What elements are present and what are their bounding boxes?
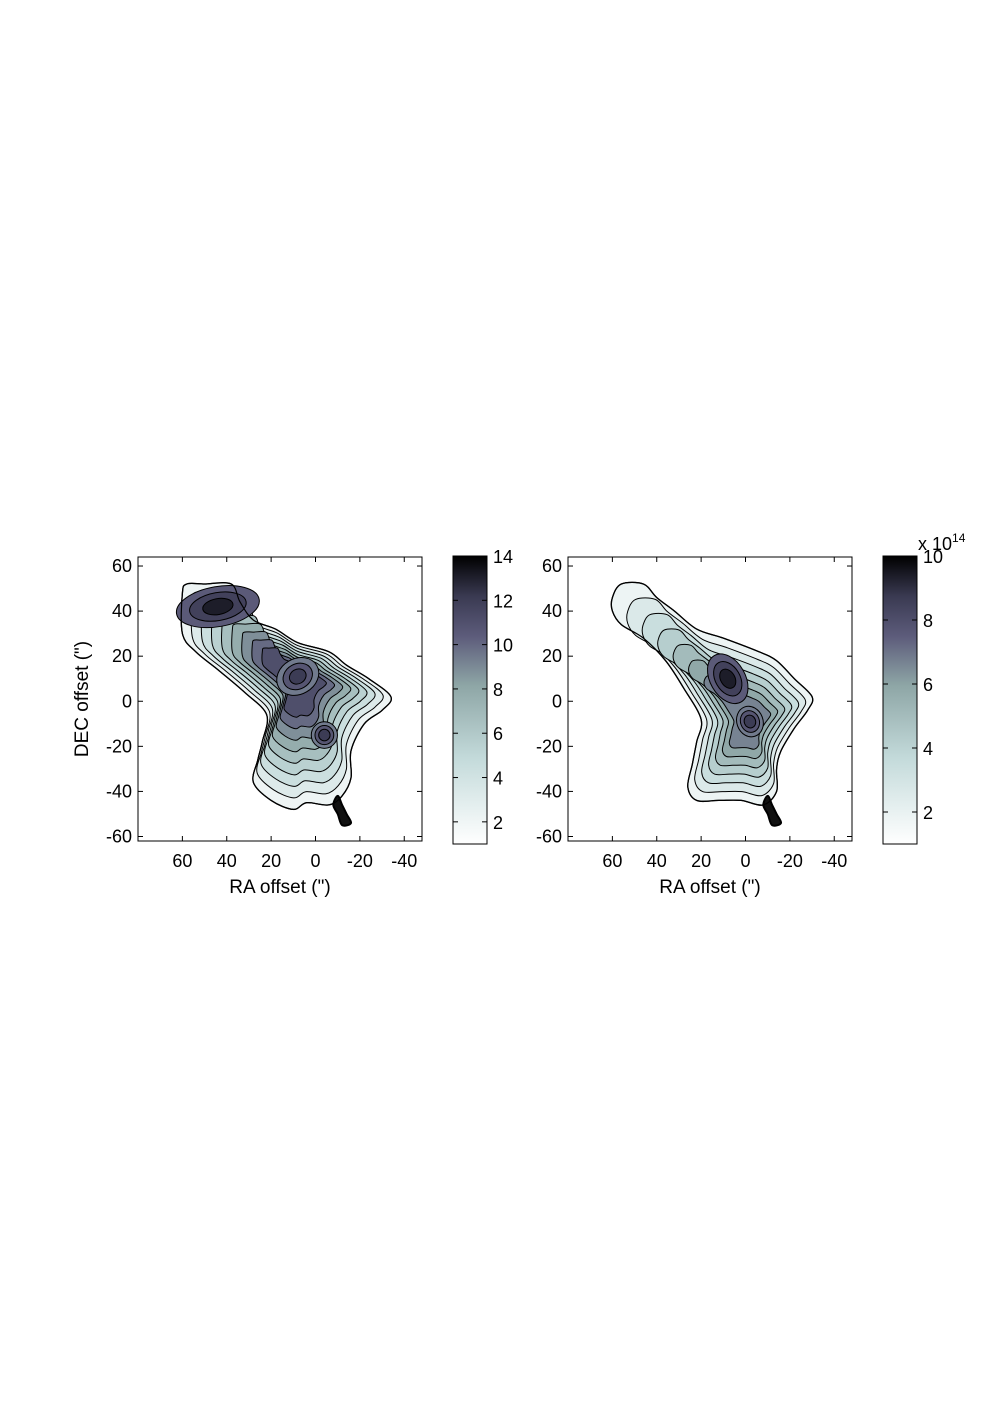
y-tick-label: 60	[542, 556, 562, 576]
x-tick-label: -20	[347, 851, 373, 871]
x-tick-label: -40	[391, 851, 417, 871]
colorbar-tick-label: 12	[493, 591, 513, 611]
x-tick-label: -20	[777, 851, 803, 871]
x-tick-label: 40	[647, 851, 667, 871]
colorbar-tick-label: 6	[923, 675, 933, 695]
outer-boundary	[180, 582, 392, 810]
colorbar-multiplier-exponent: 14	[952, 531, 966, 545]
right-contours	[610, 581, 814, 827]
x-tick-label: 0	[310, 851, 320, 871]
core-contour	[318, 728, 331, 742]
colorbar-tick-label: 10	[493, 636, 513, 656]
core-contour	[202, 597, 234, 616]
right-panel: 60 40 20 0 -20 -40 -60 -40 -20 0 20 40 60 RA offset…	[536, 556, 853, 898]
x-tick-label: 40	[217, 851, 237, 871]
right-x-ticks: 60 40 20 0 -20 -40	[602, 557, 847, 871]
right-colorbar-gradient	[882, 555, 918, 845]
left-colorbar-gradient	[452, 555, 488, 845]
left-x-ticks: 60 40 20 0 -20 -40	[172, 557, 417, 871]
x-tick-label: 60	[172, 851, 192, 871]
y-tick-label: 40	[112, 601, 132, 621]
y-tick-label: 20	[542, 646, 562, 666]
y-tick-label: -20	[106, 736, 132, 756]
y-tick-label: -40	[106, 781, 132, 801]
core-contour	[743, 714, 757, 729]
colorbar-tick-label: 6	[493, 724, 503, 744]
colorbar-tick-label: 2	[493, 813, 503, 833]
left-panel: 60 40 20 0 -20 -40 -60 -40 -20 0 20 40 60 RA offset…	[72, 556, 423, 898]
y-tick-label: 60	[112, 556, 132, 576]
right-y-ticks: -60 -40 -20 0 20 40 60	[536, 556, 852, 846]
x-tick-label: 60	[602, 851, 622, 871]
left-x-axis-label: RA offset (")	[229, 877, 330, 898]
southern-spur	[332, 794, 353, 827]
core-contour	[288, 668, 307, 685]
y-tick-label: 20	[112, 646, 132, 666]
colorbar-tick-label: 4	[923, 739, 933, 759]
colorbar-tick-label: 10	[923, 547, 943, 567]
y-tick-label: -60	[106, 826, 132, 846]
y-tick-label: -60	[536, 826, 562, 846]
x-tick-label: -40	[821, 851, 847, 871]
colorbar-tick-label: 4	[493, 769, 503, 789]
right-colorbar: 2 4 6 8 10 x 1014	[882, 531, 966, 845]
colorbar-multiplier-base: x 10	[918, 534, 952, 554]
colorbar-tick-label: 14	[493, 547, 513, 567]
y-tick-label: 0	[122, 691, 132, 711]
colorbar-multiplier: x 1014	[918, 531, 966, 554]
x-tick-label: 20	[261, 851, 281, 871]
outer-boundary	[610, 581, 814, 806]
y-tick-label: 0	[552, 691, 562, 711]
x-tick-label: 0	[740, 851, 750, 871]
y-tick-label: -40	[536, 781, 562, 801]
colorbar-tick-label: 8	[493, 680, 503, 700]
core-contour	[719, 668, 737, 689]
right-x-axis-label: RA offset (")	[659, 877, 760, 898]
colorbar-tick-label: 2	[923, 803, 933, 823]
left-y-axis-label: DEC offset (")	[72, 641, 93, 757]
colorbar-tick-label: 8	[923, 611, 933, 631]
left-colorbar: 2 4 6 8 10 12 14	[452, 547, 513, 845]
left-colorbar-ticks: 2 4 6 8 10 12 14	[453, 547, 513, 833]
y-tick-label: -20	[536, 736, 562, 756]
left-contours	[175, 582, 393, 827]
left-y-ticks: -60 -40 -20 0 20 40 60	[106, 556, 422, 846]
y-tick-label: 40	[542, 601, 562, 621]
right-colorbar-ticks: 2 4 6 8 10	[883, 547, 943, 823]
x-tick-label: 20	[691, 851, 711, 871]
